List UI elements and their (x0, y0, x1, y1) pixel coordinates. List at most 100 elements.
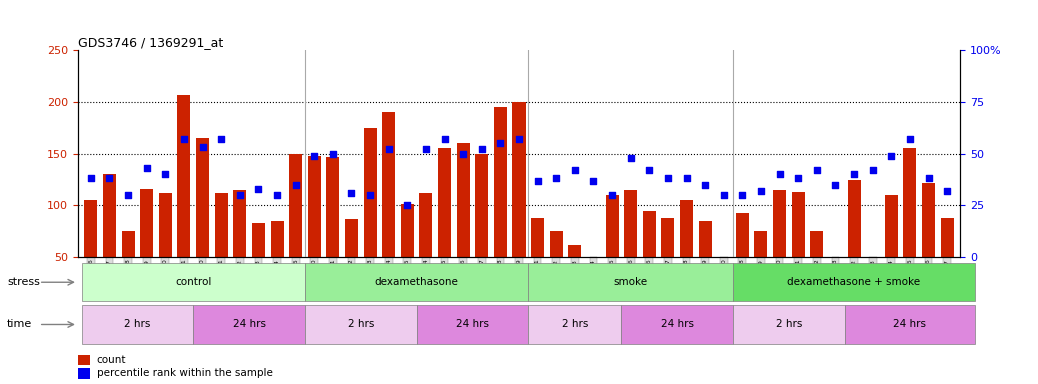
Point (101, 175, 117, 182)
Text: 24 hrs: 24 hrs (894, 319, 926, 329)
Bar (848, 180, 861, 257)
Point (194, 144, 211, 151)
Text: 2 hrs: 2 hrs (348, 319, 374, 329)
Point (344, 190, 360, 196)
Point (138, 165, 155, 171)
Point (827, 182, 844, 188)
Bar (586, 257, 600, 290)
Bar (922, 183, 935, 257)
Point (938, 188, 955, 194)
Point (325, 151, 342, 157)
Text: time: time (7, 319, 32, 329)
Bar (82, 305, 193, 344)
Bar (84, 200, 98, 257)
Point (511, 136, 527, 142)
Bar (345, 219, 358, 257)
Text: percentile rank within the sample: percentile rank within the sample (97, 368, 272, 379)
Point (362, 192, 379, 198)
Bar (382, 112, 395, 257)
Point (269, 192, 285, 198)
Point (157, 171, 173, 177)
Bar (457, 143, 469, 257)
Point (921, 175, 937, 182)
Bar (528, 305, 622, 344)
Point (659, 175, 676, 182)
Bar (884, 195, 898, 257)
Bar (215, 193, 227, 257)
Bar (845, 305, 975, 344)
Bar (792, 192, 804, 257)
Bar (290, 154, 302, 257)
Point (213, 136, 229, 142)
Bar (903, 149, 917, 257)
Point (883, 152, 900, 159)
Point (288, 182, 304, 188)
Point (231, 192, 248, 198)
Text: stress: stress (7, 277, 40, 287)
Bar (305, 263, 528, 301)
Point (623, 155, 639, 161)
Point (250, 186, 267, 192)
Point (753, 188, 769, 194)
Point (83, 175, 100, 182)
Point (809, 167, 825, 173)
Point (734, 192, 750, 198)
Point (771, 171, 788, 177)
Point (473, 146, 490, 152)
Bar (643, 210, 656, 257)
Point (548, 175, 565, 182)
Point (604, 192, 621, 198)
Bar (513, 102, 525, 257)
Bar (717, 257, 731, 287)
Point (902, 136, 919, 142)
Text: GDS3746 / 1369291_at: GDS3746 / 1369291_at (78, 36, 223, 49)
Bar (550, 231, 563, 257)
Point (529, 177, 546, 184)
Point (846, 171, 863, 177)
Text: 24 hrs: 24 hrs (456, 319, 489, 329)
Text: 2 hrs: 2 hrs (775, 319, 802, 329)
Bar (829, 257, 842, 290)
Point (715, 192, 732, 198)
Point (417, 146, 434, 152)
Text: 2 hrs: 2 hrs (125, 319, 151, 329)
Text: control: control (175, 277, 212, 287)
Bar (680, 200, 693, 257)
Bar (755, 231, 767, 257)
Point (790, 175, 807, 182)
Text: count: count (97, 355, 126, 365)
Text: 24 hrs: 24 hrs (233, 319, 266, 329)
Bar (401, 204, 414, 257)
Bar (271, 221, 283, 257)
Point (380, 146, 397, 152)
Bar (528, 263, 733, 301)
Bar (699, 221, 712, 257)
Bar (363, 127, 377, 257)
Bar (252, 223, 265, 257)
Point (696, 182, 713, 188)
Bar (78, 355, 90, 366)
Bar (475, 154, 488, 257)
Bar (140, 189, 154, 257)
Point (567, 167, 583, 173)
Bar (159, 193, 172, 257)
Bar (103, 174, 116, 257)
Bar (940, 218, 954, 257)
Bar (193, 305, 305, 344)
Bar (733, 263, 975, 301)
Text: dexamethasone: dexamethasone (375, 277, 459, 287)
Point (585, 177, 602, 184)
Bar (733, 305, 845, 344)
Point (119, 192, 136, 198)
Bar (624, 190, 637, 257)
Point (865, 167, 881, 173)
Bar (121, 231, 135, 257)
Bar (78, 368, 90, 379)
Bar (661, 218, 675, 257)
Bar (531, 218, 544, 257)
Bar (773, 190, 786, 257)
Bar (416, 305, 528, 344)
Bar (82, 263, 305, 301)
Bar (736, 213, 748, 257)
Text: 24 hrs: 24 hrs (661, 319, 693, 329)
